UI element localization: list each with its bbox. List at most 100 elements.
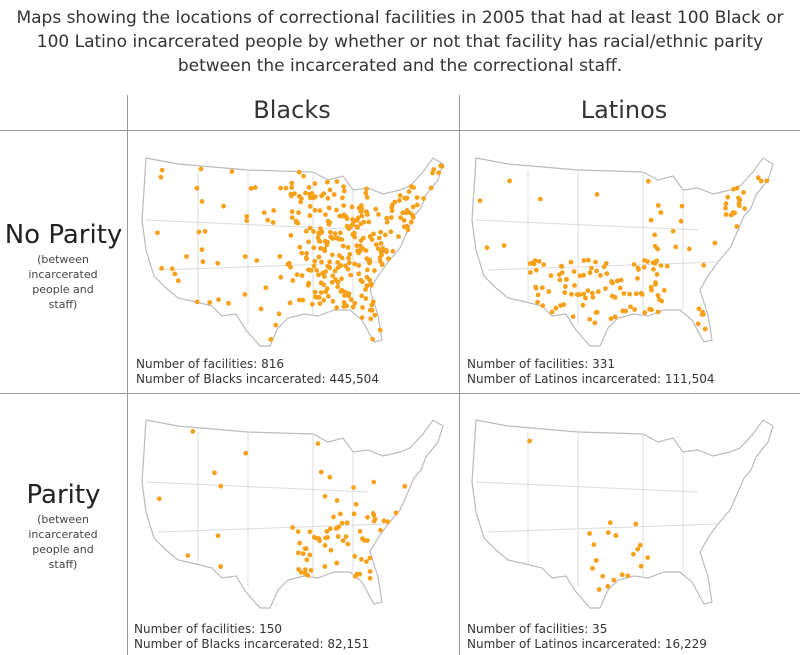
facility-dot bbox=[261, 210, 267, 215]
facility-dot bbox=[263, 285, 269, 291]
facility-dot bbox=[535, 299, 540, 305]
facility-dot bbox=[540, 303, 546, 309]
facility-dot bbox=[590, 290, 595, 296]
facility-dot bbox=[295, 529, 301, 534]
facility-dot bbox=[348, 297, 354, 303]
facility-dot bbox=[242, 254, 248, 259]
facility-dot bbox=[673, 244, 679, 250]
facility-dot bbox=[561, 302, 567, 308]
facility-dot bbox=[396, 234, 401, 239]
facility-dot bbox=[273, 322, 279, 328]
facility-dot bbox=[603, 261, 609, 266]
facility-dot bbox=[340, 538, 346, 544]
facility-dot bbox=[289, 180, 295, 186]
facility-dot bbox=[184, 254, 189, 259]
facility-dot bbox=[242, 292, 248, 297]
facility-dot bbox=[613, 533, 619, 538]
facility-dot bbox=[311, 263, 317, 269]
facility-dot bbox=[556, 272, 562, 277]
facility-dot bbox=[404, 210, 409, 216]
facility-dot bbox=[328, 234, 334, 240]
facility-dot bbox=[244, 214, 250, 219]
facility-dot bbox=[723, 201, 729, 207]
facility-dot bbox=[376, 235, 382, 241]
facility-dot bbox=[533, 267, 539, 273]
facility-dot bbox=[414, 195, 420, 200]
facility-dot bbox=[303, 255, 309, 261]
facility-dot bbox=[633, 291, 639, 297]
facility-dot bbox=[607, 520, 613, 526]
facility-dot bbox=[358, 238, 364, 243]
facility-dot bbox=[216, 297, 221, 302]
facility-dot bbox=[300, 297, 306, 303]
facility-dot bbox=[333, 235, 338, 241]
facility-dot bbox=[288, 233, 294, 238]
facility-dot bbox=[356, 271, 362, 277]
facility-dot bbox=[367, 233, 373, 239]
facility-dot bbox=[334, 207, 339, 213]
facility-dot bbox=[330, 273, 336, 279]
facility-dot bbox=[611, 577, 617, 583]
facility-dot bbox=[375, 246, 381, 251]
facility-dot bbox=[327, 474, 333, 480]
facility-dot bbox=[428, 185, 434, 191]
facility-dot bbox=[604, 271, 610, 276]
facility-dot bbox=[366, 219, 372, 225]
facility-dot bbox=[635, 276, 640, 281]
facility-dot bbox=[308, 568, 314, 573]
facility-dot bbox=[315, 235, 321, 240]
facility-dot bbox=[333, 526, 339, 531]
facility-count: Number of facilities: 150 bbox=[134, 622, 283, 636]
facility-dot bbox=[764, 178, 770, 184]
facility-dot bbox=[583, 295, 588, 301]
facility-dot bbox=[389, 208, 395, 214]
facility-dot bbox=[594, 268, 599, 274]
facility-dot bbox=[527, 438, 532, 444]
facility-dot bbox=[348, 272, 353, 278]
facility-dot bbox=[199, 199, 205, 204]
facility-dot bbox=[347, 251, 353, 257]
facility-dot bbox=[289, 185, 295, 190]
facility-dot bbox=[337, 213, 343, 219]
facility-dot bbox=[359, 557, 364, 562]
facility-dot bbox=[277, 254, 283, 259]
facility-dot bbox=[533, 284, 539, 290]
facility-dot bbox=[553, 305, 559, 311]
facility-dot bbox=[562, 290, 568, 295]
facility-dot bbox=[402, 483, 408, 489]
facility-dot bbox=[593, 558, 599, 563]
facility-dot bbox=[581, 291, 586, 297]
facility-dot bbox=[699, 312, 705, 317]
facility-dot bbox=[332, 268, 338, 274]
facility-dot bbox=[431, 167, 437, 172]
facility-dot bbox=[254, 258, 260, 263]
facility-dot bbox=[244, 218, 250, 223]
facility-dot bbox=[549, 309, 555, 315]
facility-dot bbox=[287, 300, 293, 306]
facility-dot bbox=[372, 268, 377, 273]
facility-dot bbox=[352, 230, 357, 236]
facility-dot bbox=[725, 194, 731, 200]
facility-dot bbox=[334, 305, 339, 311]
facility-dot bbox=[631, 262, 637, 267]
facility-dot bbox=[755, 175, 761, 181]
facility-dot bbox=[212, 470, 217, 476]
facility-dot bbox=[372, 312, 378, 318]
facility-dot bbox=[335, 534, 341, 539]
facility-dot bbox=[355, 224, 360, 230]
facility-dot bbox=[327, 526, 333, 532]
facility-dot bbox=[527, 270, 533, 275]
facility-dot bbox=[618, 277, 624, 283]
facility-dot bbox=[379, 262, 385, 267]
facility-dot bbox=[304, 557, 310, 563]
facility-dot bbox=[360, 305, 365, 310]
facility-dot bbox=[365, 514, 370, 520]
facility-dot bbox=[628, 304, 633, 310]
facility-dot bbox=[405, 227, 411, 233]
us-outline bbox=[471, 419, 774, 609]
facility-dot bbox=[360, 537, 366, 542]
facility-dot bbox=[368, 316, 374, 322]
facility-dot bbox=[652, 232, 658, 238]
facility-dot bbox=[329, 252, 335, 258]
facility-dot bbox=[642, 310, 648, 316]
